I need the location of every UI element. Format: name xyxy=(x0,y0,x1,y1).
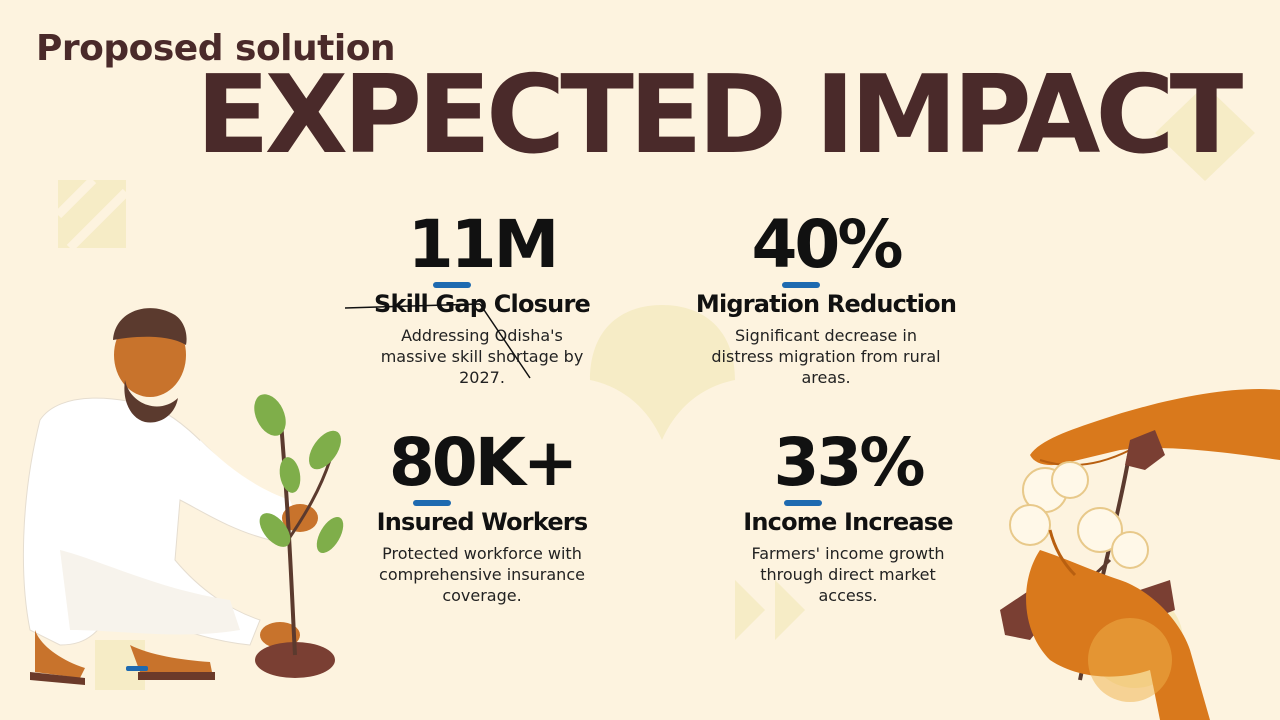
slide-subtitle: Proposed solution xyxy=(36,28,396,69)
chevron-shape xyxy=(775,580,805,640)
stat-income: 33% Income Increase Farmers' income grow… xyxy=(698,430,998,606)
stat-label: Skill Gap Closure xyxy=(374,290,591,318)
annotation-lines xyxy=(345,303,531,379)
stat-value: 33% xyxy=(773,424,926,501)
accent-bar xyxy=(784,500,822,506)
accent-bar xyxy=(782,282,820,288)
diamond-shape xyxy=(1155,85,1255,181)
striped-square-shape xyxy=(54,176,130,252)
stat-skill-gap: 11M Skill Gap Closure Addressing Odisha'… xyxy=(332,212,632,388)
stat-description: Protected workforce with comprehensive i… xyxy=(379,544,585,605)
cotton-picking-illustration xyxy=(1000,389,1280,720)
stat-value: 11M xyxy=(407,206,560,283)
chevron-shape xyxy=(735,580,765,640)
slide-title: EXPECTED IMPACT xyxy=(196,53,1243,178)
stat-value: 40% xyxy=(751,206,904,283)
stat-label: Migration Reduction xyxy=(695,290,957,318)
stat-description: Farmers' income growth through direct ma… xyxy=(751,544,945,605)
stat-description: Addressing Odisha's massive skill shorta… xyxy=(380,326,584,387)
stat-value: 80K+ xyxy=(388,424,578,501)
stat-label: Income Increase xyxy=(743,508,953,536)
stat-migration: 40% Migration Reduction Significant decr… xyxy=(676,212,976,388)
leaf-shape xyxy=(590,305,735,440)
stat-insured-workers: 80K+ Insured Workers Protected workforce… xyxy=(332,430,632,606)
farmer-planting-illustration xyxy=(22,308,344,685)
stat-description: Significant decrease in distress migrati… xyxy=(711,326,941,387)
accent-bar xyxy=(413,500,451,506)
stat-label: Insured Workers xyxy=(376,508,589,536)
accent-bar xyxy=(433,282,471,288)
